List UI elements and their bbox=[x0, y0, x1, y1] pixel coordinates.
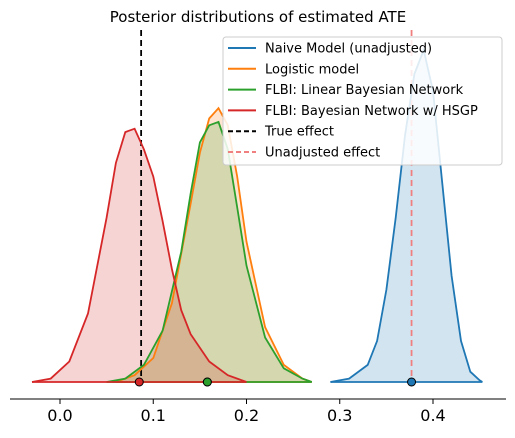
reference-lines bbox=[140, 30, 413, 382]
density-fill-2 bbox=[106, 121, 312, 383]
x-ticks: 0.0 0.1 0.2 0.3 0.4 bbox=[47, 399, 446, 425]
x-tick-label-3: 0.3 bbox=[327, 406, 352, 425]
legend-label-3: FLBI: Bayesian Network w/ HSGP bbox=[265, 104, 478, 119]
point-estimate-2 bbox=[202, 377, 212, 387]
legend: Naive Model (unadjusted) Logistic model FL… bbox=[222, 36, 503, 166]
density-fill-0 bbox=[330, 50, 483, 382]
x-tick-label-1: 0.1 bbox=[141, 406, 166, 425]
legend-label-2: FLBI: Linear Bayesian Network bbox=[265, 83, 464, 98]
density-fill-1 bbox=[115, 108, 312, 382]
x-tick-label-2: 0.2 bbox=[234, 406, 259, 425]
density-line-2 bbox=[106, 120, 313, 383]
legend-label-0: Naive Model (unadjusted) bbox=[265, 42, 432, 57]
legend-label-5: Unadjusted effect bbox=[265, 146, 380, 161]
x-tick-label-4: 0.4 bbox=[420, 406, 445, 425]
density-fill-3 bbox=[32, 128, 247, 382]
legend-label-1: Logistic model bbox=[265, 62, 359, 77]
point-estimate-3 bbox=[134, 377, 144, 387]
density-line-3 bbox=[31, 127, 247, 383]
point-estimate-0 bbox=[407, 377, 417, 387]
legend-box bbox=[222, 36, 503, 166]
point-estimates bbox=[134, 377, 417, 387]
legend-label-4: True effect bbox=[264, 125, 334, 140]
density-line-1 bbox=[115, 106, 313, 383]
density-fills bbox=[32, 50, 483, 383]
x-tick-label-0: 0.0 bbox=[47, 406, 72, 425]
chart-title: Posterior distributions of estimated ATE bbox=[110, 8, 406, 26]
